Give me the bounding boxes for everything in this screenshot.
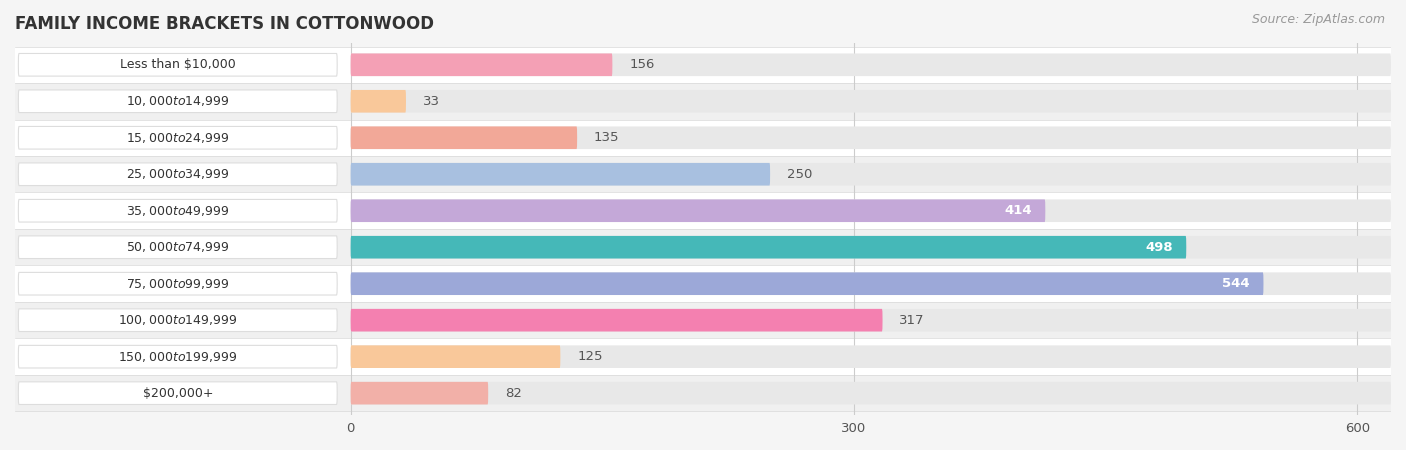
FancyBboxPatch shape <box>18 309 337 332</box>
FancyBboxPatch shape <box>350 309 883 332</box>
Text: 250: 250 <box>787 168 813 181</box>
Bar <box>15 83 1391 120</box>
Text: FAMILY INCOME BRACKETS IN COTTONWOOD: FAMILY INCOME BRACKETS IN COTTONWOOD <box>15 15 434 33</box>
Text: $150,000 to $199,999: $150,000 to $199,999 <box>118 350 238 364</box>
FancyBboxPatch shape <box>18 345 337 368</box>
Text: 498: 498 <box>1146 241 1173 254</box>
FancyBboxPatch shape <box>350 382 1391 405</box>
FancyBboxPatch shape <box>18 199 337 222</box>
Text: $200,000+: $200,000+ <box>142 387 214 400</box>
Text: 135: 135 <box>593 131 620 144</box>
FancyBboxPatch shape <box>350 199 1045 222</box>
FancyBboxPatch shape <box>350 126 1391 149</box>
Text: $75,000 to $99,999: $75,000 to $99,999 <box>127 277 229 291</box>
FancyBboxPatch shape <box>18 272 337 295</box>
FancyBboxPatch shape <box>350 163 1391 185</box>
Text: 82: 82 <box>505 387 522 400</box>
FancyBboxPatch shape <box>350 345 561 368</box>
FancyBboxPatch shape <box>350 54 1391 76</box>
Text: Less than $10,000: Less than $10,000 <box>120 58 236 71</box>
FancyBboxPatch shape <box>18 90 337 112</box>
FancyBboxPatch shape <box>350 345 1391 368</box>
Bar <box>15 120 1391 156</box>
FancyBboxPatch shape <box>350 199 1391 222</box>
FancyBboxPatch shape <box>350 309 1391 332</box>
FancyBboxPatch shape <box>350 90 406 112</box>
Text: 544: 544 <box>1222 277 1250 290</box>
FancyBboxPatch shape <box>350 272 1264 295</box>
Bar <box>15 338 1391 375</box>
Bar <box>15 46 1391 83</box>
FancyBboxPatch shape <box>350 126 576 149</box>
FancyBboxPatch shape <box>18 382 337 405</box>
FancyBboxPatch shape <box>350 54 613 76</box>
FancyBboxPatch shape <box>350 163 770 185</box>
Text: Source: ZipAtlas.com: Source: ZipAtlas.com <box>1251 14 1385 27</box>
Bar <box>15 229 1391 266</box>
FancyBboxPatch shape <box>350 272 1391 295</box>
Text: 125: 125 <box>576 350 603 363</box>
Text: $35,000 to $49,999: $35,000 to $49,999 <box>127 204 229 218</box>
FancyBboxPatch shape <box>350 382 488 405</box>
FancyBboxPatch shape <box>350 236 1391 259</box>
Bar <box>15 193 1391 229</box>
Text: $100,000 to $149,999: $100,000 to $149,999 <box>118 313 238 327</box>
Text: 414: 414 <box>1004 204 1032 217</box>
FancyBboxPatch shape <box>18 236 337 259</box>
FancyBboxPatch shape <box>18 54 337 76</box>
FancyBboxPatch shape <box>350 236 1187 259</box>
Text: 33: 33 <box>423 95 440 108</box>
Text: 156: 156 <box>628 58 655 71</box>
Text: $15,000 to $24,999: $15,000 to $24,999 <box>127 131 229 145</box>
FancyBboxPatch shape <box>18 126 337 149</box>
Text: $25,000 to $34,999: $25,000 to $34,999 <box>127 167 229 181</box>
Text: 317: 317 <box>900 314 925 327</box>
FancyBboxPatch shape <box>350 90 1391 112</box>
Text: $50,000 to $74,999: $50,000 to $74,999 <box>127 240 229 254</box>
FancyBboxPatch shape <box>18 163 337 185</box>
Bar <box>15 156 1391 193</box>
Bar <box>15 375 1391 411</box>
Text: $10,000 to $14,999: $10,000 to $14,999 <box>127 94 229 108</box>
Bar <box>15 302 1391 338</box>
Bar <box>15 266 1391 302</box>
